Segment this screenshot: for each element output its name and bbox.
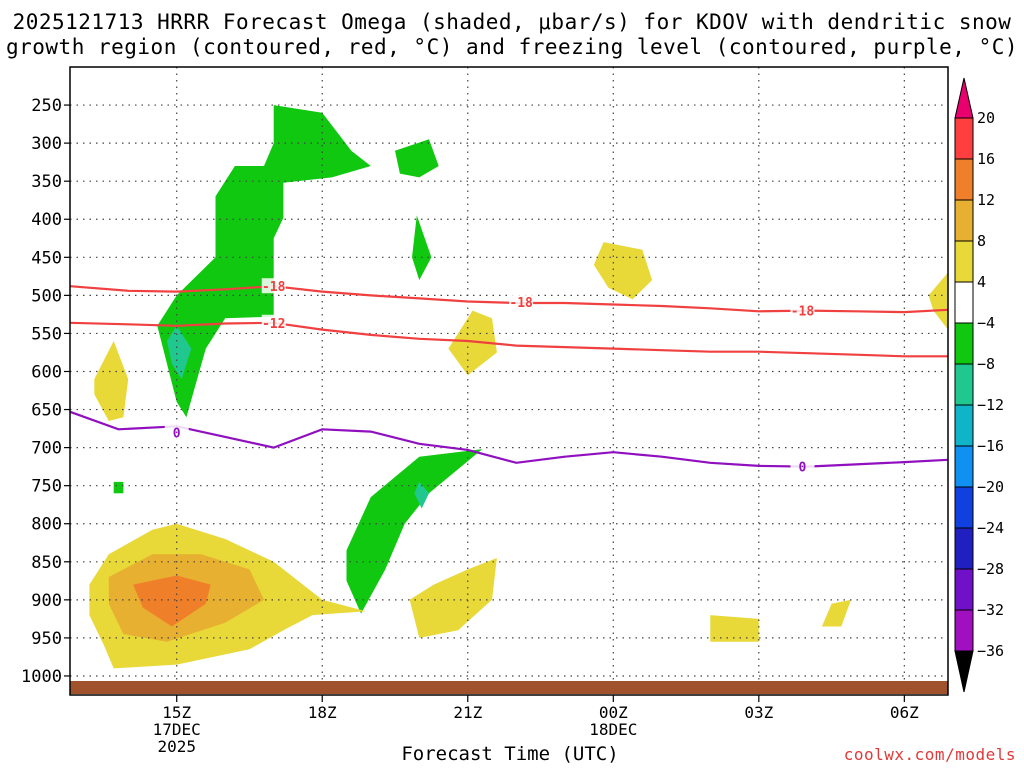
omega-region-0: [157, 105, 371, 418]
contour-label-1-0: -12: [262, 317, 285, 332]
y-tick-label-850: 850: [31, 553, 62, 573]
colorbar-label-8: −16: [977, 437, 1004, 455]
y-tick-label-1000: 1000: [21, 667, 62, 687]
colorbar-top-arrow: [954, 77, 974, 119]
grid-layer: [70, 67, 948, 695]
contour-line-1: [69, 321, 948, 358]
colorbar-label-10: −24: [977, 519, 1004, 537]
colorbar-label-11: −28: [977, 560, 1004, 578]
colorbar-bottom-arrow: [954, 650, 974, 693]
contour-label-bg: [261, 314, 286, 330]
colorbar-label-9: −20: [977, 478, 1004, 496]
ground-layer: [70, 681, 948, 694]
y-tick-label-650: 650: [31, 401, 62, 421]
x-axis-label: Forecast Time (UTC): [401, 743, 619, 765]
colorbar-swatch-4: [954, 281, 974, 324]
contour-label-2-1: 0: [799, 461, 807, 476]
colorbar-swatch-7: [954, 404, 974, 447]
contour-label-2-0: 0: [173, 426, 181, 441]
omega-shading-layer: [89, 105, 948, 669]
omega-region-7: [94, 341, 129, 421]
y-tick-label-900: 900: [31, 591, 62, 611]
chart-title-line-2: growth region (contoured, red, °C) and f…: [5, 35, 1019, 59]
contour-label-0-2: -18: [791, 305, 815, 320]
omega-region-11: [710, 615, 759, 642]
x-tick-label: 15Z: [162, 703, 191, 722]
contour-layer: -18 -18 -18 -12 0 0: [69, 278, 949, 476]
colorbar-swatch-12: [954, 609, 974, 652]
colorbar-swatch-10: [954, 527, 974, 570]
y-tick-label-550: 550: [31, 324, 62, 344]
y-tick-label-950: 950: [31, 629, 62, 649]
colorbar-label-1: 16: [977, 150, 995, 168]
colorbar-swatch-9: [954, 486, 974, 529]
y-tick-label-600: 600: [31, 362, 62, 382]
x-tick-label: 18DEC: [589, 720, 637, 739]
contour-label-bg: [509, 294, 534, 310]
x-tick-label: 2025: [157, 737, 196, 756]
contour-label-0-1: -18: [509, 296, 533, 311]
contour-line-2: [69, 410, 949, 468]
colorbar-label-12: −32: [977, 601, 1004, 619]
colorbar-label-4: 4: [977, 273, 986, 291]
colorbar-swatch-6: [954, 363, 974, 406]
colorbar-swatch-5: [954, 322, 974, 365]
x-tick-label: 03Z: [744, 703, 773, 722]
contour-label-bg: [790, 302, 815, 318]
x-tick-label: 06Z: [890, 703, 919, 722]
y-tick-label-500: 500: [31, 286, 62, 306]
y-tick-label-350: 350: [31, 172, 62, 192]
colorbar-swatch-8: [954, 445, 974, 488]
omega-region-5: [167, 325, 192, 380]
contour-label-bg: [164, 424, 189, 440]
colorbar-label-2: 12: [977, 191, 995, 209]
x-tick-label: 00Z: [599, 703, 628, 722]
contour-label-0-0: -18: [262, 280, 286, 295]
x-tick-label: 17DEC: [153, 720, 201, 739]
omega-region-3: [346, 449, 483, 614]
y-tick-label-800: 800: [31, 515, 62, 535]
omega-region-13: [928, 272, 948, 330]
site-credit: coolwx.com/models: [843, 745, 1016, 764]
colorbar-label-6: −8: [977, 355, 995, 373]
y-tick-label-450: 450: [31, 248, 62, 268]
x-tick-label: 18Z: [308, 703, 337, 722]
axis-layer: 250 300 350 400 450 500 550 600 650 700 750 800 850 9…: [21, 66, 949, 756]
y-tick-label-300: 300: [31, 134, 62, 154]
x-tick-label: 21Z: [453, 703, 482, 722]
colorbar-legend: 20 16 12 8 4 −4 −8 −12 −16 −20 −24 −28 −32 −36: [954, 77, 1004, 693]
y-tick-label-700: 700: [31, 439, 62, 459]
omega-region-12: [821, 599, 851, 627]
y-tick-label-250: 250: [31, 96, 62, 116]
omega-region-9: [593, 242, 653, 300]
colorbar-swatch-0: [954, 117, 974, 160]
colorbar-swatch-3: [954, 240, 974, 283]
y-tick-label-750: 750: [31, 477, 62, 497]
chart-title-line-1: 2025121713 HRRR Forecast Omega (shaded, …: [12, 10, 1012, 34]
omega-region-6: [414, 481, 429, 509]
contour-label-bg: [261, 278, 286, 294]
colorbar-label-7: −12: [977, 396, 1004, 414]
colorbar-label-13: −36: [977, 642, 1004, 660]
colorbar-label-3: 8: [977, 232, 986, 250]
contour-label-bg: [790, 458, 815, 474]
colorbar-label-5: −4: [977, 314, 995, 332]
omega-region-8: [448, 310, 497, 376]
omega-region-16: [133, 575, 211, 627]
y-tick-label-400: 400: [31, 210, 62, 230]
colorbar-swatch-2: [954, 199, 974, 242]
colorbar-label-0: 20: [977, 109, 995, 127]
colorbar-swatch-1: [954, 158, 974, 201]
omega-region-1: [395, 139, 439, 178]
colorbar-swatch-11: [954, 568, 974, 611]
omega-region-4: [113, 481, 124, 494]
plot-frame: [69, 66, 949, 696]
omega-region-10: [409, 558, 497, 638]
omega-region-2: [412, 215, 432, 281]
ground-strip: [70, 681, 948, 694]
